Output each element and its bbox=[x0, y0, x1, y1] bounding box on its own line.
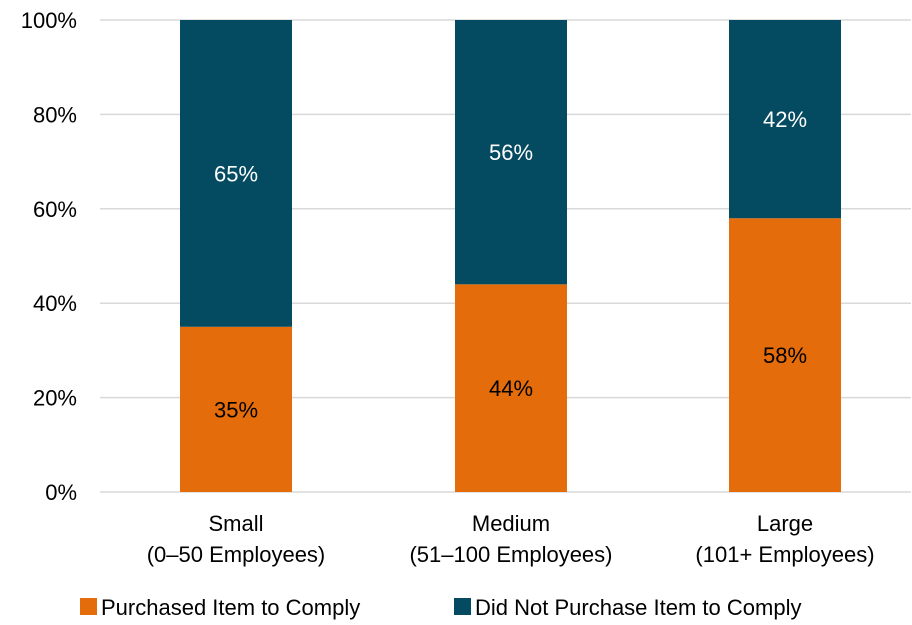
y-tick-label: 60% bbox=[33, 197, 77, 222]
data-label: 58% bbox=[763, 343, 807, 368]
data-label: 44% bbox=[489, 376, 533, 401]
legend: Purchased Item to Comply Did Not Purchase… bbox=[80, 595, 801, 620]
x-category-label: (0–50 Employees) bbox=[147, 542, 326, 567]
data-label: 42% bbox=[763, 107, 807, 132]
bars bbox=[180, 20, 841, 493]
data-label: 56% bbox=[489, 140, 533, 165]
y-axis-tick-labels: 0% 20% 40% 60% 80% 100% bbox=[21, 8, 77, 505]
x-category-label: Medium bbox=[472, 511, 550, 536]
data-label: 65% bbox=[214, 161, 258, 186]
legend-label: Purchased Item to Comply bbox=[101, 595, 360, 620]
x-category-label: Large bbox=[757, 511, 813, 536]
x-category-label: (101+ Employees) bbox=[695, 542, 874, 567]
bar-segment bbox=[729, 218, 841, 493]
bar-segment bbox=[455, 284, 567, 492]
bar-segment bbox=[729, 20, 841, 219]
x-axis-category-labels: Small (0–50 Employees) Medium (51–100 Emplo… bbox=[147, 511, 875, 567]
data-labels: 35% 65% 44% 56% 58% 42% bbox=[214, 107, 807, 422]
bar-segment bbox=[180, 20, 292, 327]
data-label: 35% bbox=[214, 397, 258, 422]
bar-segment bbox=[180, 326, 292, 492]
y-tick-label: 80% bbox=[33, 102, 77, 127]
x-category-label: Small bbox=[208, 511, 263, 536]
y-tick-label: 40% bbox=[33, 291, 77, 316]
legend-swatch bbox=[454, 598, 471, 615]
y-tick-label: 0% bbox=[45, 480, 77, 505]
y-tick-label: 20% bbox=[33, 386, 77, 411]
bar-segment bbox=[455, 20, 567, 285]
legend-swatch bbox=[80, 598, 97, 615]
legend-label: Did Not Purchase Item to Comply bbox=[475, 595, 801, 620]
y-tick-label: 100% bbox=[21, 8, 77, 33]
x-category-label: (51–100 Employees) bbox=[409, 542, 612, 567]
